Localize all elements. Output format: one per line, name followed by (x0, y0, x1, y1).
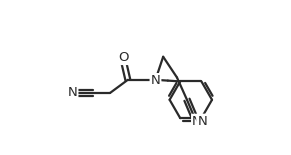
Text: N: N (151, 74, 160, 87)
Text: N: N (192, 115, 202, 128)
Text: N: N (197, 115, 207, 128)
Text: N: N (68, 86, 77, 99)
Text: O: O (118, 51, 129, 64)
